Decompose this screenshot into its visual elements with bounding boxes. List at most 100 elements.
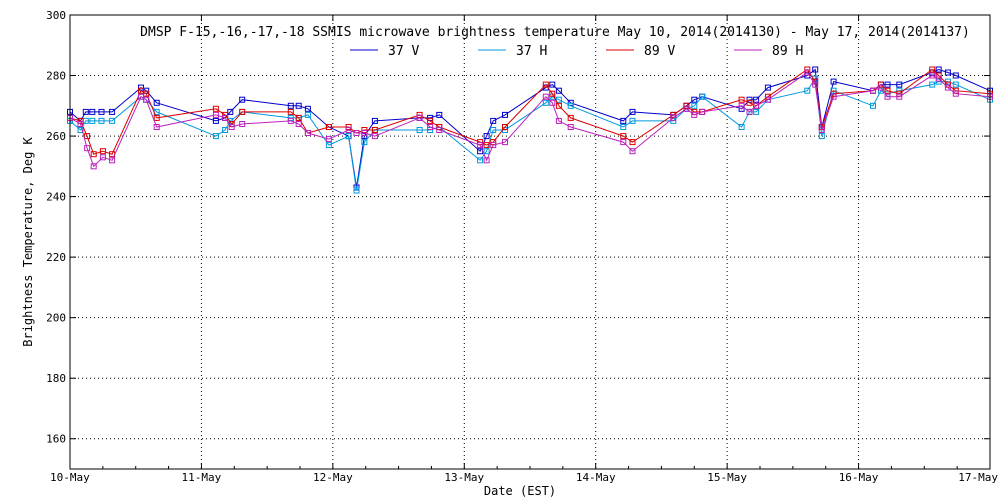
data-point (287, 108, 294, 115)
data-point (427, 124, 434, 130)
data-point (629, 148, 636, 155)
data-point (738, 96, 745, 103)
data-point (371, 117, 378, 124)
data-point (371, 133, 378, 140)
data-point (84, 133, 91, 140)
y-tick-label: 180 (46, 372, 66, 385)
data-point (929, 66, 936, 73)
data-point (753, 102, 760, 109)
legend-label: 89 V (644, 44, 675, 59)
data-point (629, 139, 636, 146)
data-point (304, 130, 311, 136)
data-point (77, 121, 84, 127)
data-point (99, 148, 106, 155)
data-point (345, 127, 352, 133)
chart-title: DMSP F-15,-16,-17,-18 SSMIS microwave br… (140, 25, 970, 40)
data-point (416, 127, 423, 133)
data-point (896, 81, 903, 88)
data-point (212, 117, 219, 124)
data-point (620, 117, 627, 124)
data-point (746, 99, 753, 106)
y-tick-label: 260 (46, 130, 66, 143)
legend-label: 89 H (772, 44, 803, 59)
data-point (830, 78, 837, 85)
data-point (877, 84, 884, 91)
data-point (935, 66, 942, 73)
data-point (699, 108, 706, 115)
data-point (884, 87, 891, 94)
data-point (239, 108, 246, 115)
data-point (325, 136, 332, 143)
x-tick-label: 11-May (182, 471, 222, 484)
data-point (691, 102, 698, 109)
data-point (99, 154, 106, 161)
data-point (683, 105, 690, 112)
data-point (109, 157, 116, 164)
data-point (764, 96, 771, 103)
data-point (304, 111, 311, 118)
data-point (753, 96, 760, 103)
y-tick-label: 280 (46, 70, 66, 83)
data-point (870, 102, 876, 109)
data-point (98, 117, 105, 124)
data-point (483, 133, 490, 140)
data-point (353, 187, 360, 194)
data-point (490, 127, 497, 133)
x-tick-label: 17-May (958, 471, 998, 484)
data-point (153, 114, 160, 121)
data-point (542, 93, 549, 100)
data-point (89, 117, 96, 124)
data-point (944, 84, 951, 91)
y-tick-label: 200 (46, 312, 66, 325)
data-point (818, 133, 825, 140)
legend-label: 37 V (388, 44, 419, 59)
x-tick-label: 10-May (50, 471, 90, 484)
series-89-h (67, 69, 993, 170)
data-point (804, 87, 811, 94)
data-point (82, 108, 89, 115)
data-point (138, 84, 144, 91)
data-point (212, 105, 219, 112)
data-point (935, 75, 942, 82)
data-point (477, 157, 484, 164)
data-point (287, 102, 294, 109)
data-point (345, 133, 352, 140)
data-point (109, 117, 116, 124)
data-point (929, 72, 936, 79)
data-point (490, 142, 497, 149)
data-point (90, 151, 97, 158)
series-layer (67, 66, 993, 194)
data-point (542, 81, 549, 88)
data-point (830, 93, 837, 100)
data-point (884, 93, 891, 100)
x-tick-label: 12-May (313, 471, 353, 484)
data-point (549, 99, 556, 106)
data-point (490, 117, 497, 124)
data-point (738, 124, 745, 130)
data-point (212, 133, 219, 140)
data-point (629, 117, 636, 124)
data-point (620, 133, 627, 140)
data-point (325, 142, 332, 149)
x-tick-label: 14-May (576, 471, 616, 484)
axis-ticks: 160 180 200 220 240 260 280 300 10-May 11-May 12-M… (46, 9, 998, 484)
data-point (416, 114, 423, 121)
data-point (567, 124, 574, 130)
y-tick-label: 160 (46, 433, 66, 446)
data-point (77, 127, 84, 133)
data-point (325, 124, 332, 130)
series-line (69, 71, 991, 168)
data-point (222, 114, 229, 121)
data-point (436, 127, 443, 133)
data-point (555, 96, 562, 103)
y-axis-title: Brightness Temperature, Deg K (21, 136, 35, 346)
data-point (929, 81, 936, 88)
data-point (804, 69, 811, 76)
data-point (477, 142, 484, 149)
data-point (542, 99, 549, 106)
data-point (952, 72, 959, 79)
data-point (295, 114, 302, 121)
series-line (69, 68, 991, 188)
